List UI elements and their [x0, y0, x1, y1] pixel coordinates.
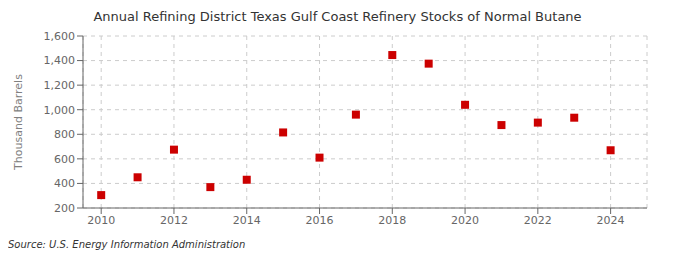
svg-text:200: 200	[54, 202, 75, 215]
svg-text:2012: 2012	[160, 214, 188, 227]
svg-text:2016: 2016	[306, 214, 334, 227]
svg-text:1,600: 1,600	[44, 30, 76, 43]
svg-text:800: 800	[54, 128, 75, 141]
svg-text:2018: 2018	[378, 214, 406, 227]
svg-text:1,200: 1,200	[44, 79, 76, 92]
svg-text:2020: 2020	[451, 214, 479, 227]
svg-text:2024: 2024	[597, 214, 625, 227]
svg-text:400: 400	[54, 177, 75, 190]
svg-text:2022: 2022	[524, 214, 552, 227]
svg-text:2014: 2014	[233, 214, 261, 227]
svg-text:600: 600	[54, 153, 75, 166]
html-text:Source: U.S. Energy Informatio: Source: U.S. Energy Information Administ…	[8, 239, 246, 250]
html-text:Annual Refining District Texas: Annual Refining District Texas Gulf Coas…	[93, 9, 582, 24]
svg-text:2010: 2010	[87, 214, 115, 227]
svg-text:1,000: 1,000	[44, 104, 76, 117]
svg-text:Thousand Barrels: Thousand Barrels	[12, 74, 25, 171]
svg-text:1,400: 1,400	[44, 54, 76, 67]
